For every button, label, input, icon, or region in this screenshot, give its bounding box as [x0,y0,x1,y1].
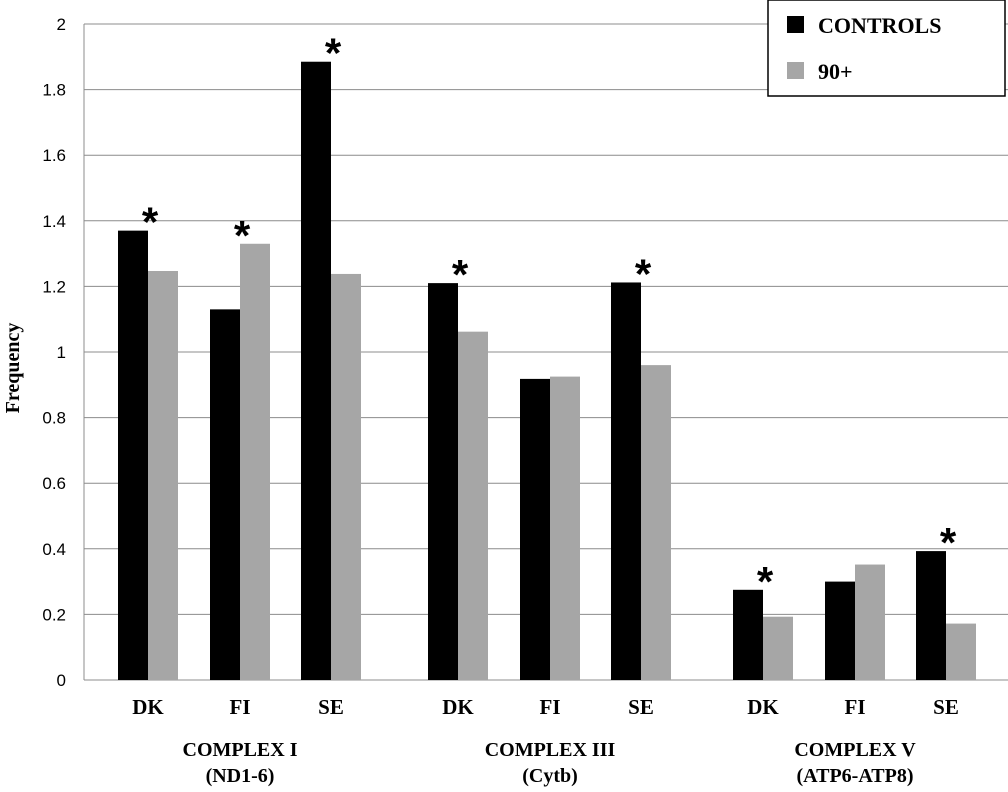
bar-90plus-fi [855,564,885,680]
x-category-label: DK [132,695,164,719]
y-tick-label: 1.8 [42,81,66,100]
group-label-line2: (Cytb) [522,765,578,787]
legend-label-90plus: 90+ [818,59,853,84]
legend: CONTROLS 90+ [767,0,1006,97]
significance-asterisk: * [635,250,652,297]
group-label-line1: COMPLEX V [794,739,916,761]
bar-90plus-se [946,623,976,680]
significance-asterisk: * [325,30,342,77]
x-category-label: SE [628,695,654,719]
group-label-line2: (ND1-6) [206,765,275,787]
significance-asterisk: * [142,199,159,246]
bar-controls-fi [825,581,855,680]
y-tick-label: 1.2 [42,277,66,296]
x-category-labels: DK FI SE DK FI SE DK FI SE [132,695,959,719]
bar-90plus-se [641,365,671,680]
y-tick-labels: 0 0.2 0.4 0.6 0.8 1 1.2 1.4 1.6 1.8 2 [42,15,66,690]
group-label-line1: COMPLEX I [183,739,298,761]
x-category-label: DK [442,695,474,719]
bar-90plus-dk [148,270,178,680]
significance-markers: * * * * * * * [142,30,957,605]
x-category-label: SE [933,695,959,719]
bar-90plus-se [331,273,361,680]
y-tick-label: 0.8 [42,409,66,428]
group-labels: COMPLEX I (ND1-6) COMPLEX III (Cytb) COMPLEX… [183,739,917,787]
y-tick-label: 0.4 [42,540,66,559]
y-tick-label: 1.6 [42,146,66,165]
y-tick-label: 1 [57,343,66,362]
bar-controls-fi [210,309,240,680]
bar-controls-se [611,282,641,680]
bars [118,61,976,681]
x-category-label: FI [845,695,866,719]
group-label-line1: COMPLEX III [485,739,616,761]
bar-controls-fi [520,378,550,680]
y-tick-label: 2 [57,15,66,34]
bar-controls-dk [733,589,763,680]
y-tick-label: 0.6 [42,474,66,493]
significance-asterisk: * [234,212,251,259]
legend-box [767,0,1006,97]
x-category-label: SE [318,695,344,719]
bar-90plus-fi [240,243,270,680]
bar-controls-se [916,551,946,680]
group-label-line2: (ATP6-ATP8) [796,765,913,787]
significance-asterisk: * [452,251,469,298]
legend-swatch-controls [787,16,804,33]
y-tick-label: 0.2 [42,605,66,624]
bar-90plus-fi [550,376,580,680]
legend-label-controls: CONTROLS [818,13,941,38]
bar-controls-se [301,61,331,681]
significance-asterisk: * [757,558,774,605]
y-axis-title: Frequency [2,323,24,414]
bar-90plus-dk [763,616,793,680]
significance-asterisk: * [940,519,957,566]
y-tick-label: 0 [57,671,66,690]
legend-swatch-90plus [787,62,804,79]
x-category-label: FI [540,695,561,719]
bar-controls-dk [428,283,458,680]
x-category-label: FI [230,695,251,719]
x-category-label: DK [747,695,779,719]
bar-controls-dk [118,230,148,680]
bar-90plus-dk [458,331,488,680]
y-tick-label: 1.4 [42,212,66,231]
